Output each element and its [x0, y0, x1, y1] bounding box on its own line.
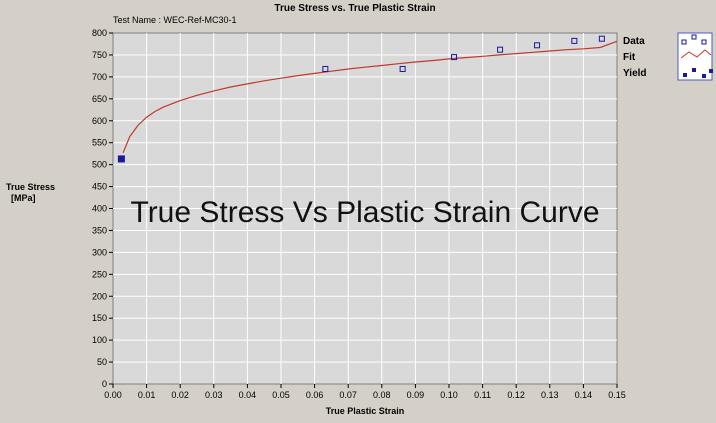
y-tick-label: 800	[92, 28, 107, 38]
legend-data-swatch	[681, 39, 687, 45]
x-tick-label: 0.14	[575, 390, 593, 400]
legend-data-swatch	[691, 34, 697, 40]
x-tick-label: 0.01	[138, 390, 156, 400]
x-axis-ticks: 0.00 0.01 0.02 0.03 0.04 0.05 0.06 0.07 0.08 0.09…	[104, 384, 626, 400]
data-point-marker	[571, 37, 578, 44]
series-layer	[117, 35, 618, 163]
legend-yield-swatch	[692, 68, 696, 72]
x-tick-label: 0.09	[407, 390, 425, 400]
x-tick-label: 0.07	[339, 390, 357, 400]
legend-yield-swatch	[709, 69, 713, 73]
legend-data-swatch	[701, 39, 707, 45]
y-tick-label: 50	[97, 357, 107, 367]
x-tick-label: 0.15	[608, 390, 626, 400]
y-tick-label: 700	[92, 72, 107, 82]
yield-point-marker	[117, 155, 125, 163]
y-axis-title-line-2: [MPa]	[11, 193, 36, 203]
y-axis-ticks: 0 50 100 150 200 250 300 350 400 450 500 550 600 650 7…	[92, 28, 113, 389]
x-axis-title: True Plastic Strain	[326, 406, 405, 416]
x-tick-label: 0.13	[541, 390, 559, 400]
x-tick-label: 0.05	[272, 390, 290, 400]
x-tick-label: 0.00	[104, 390, 122, 400]
y-tick-label: 150	[92, 313, 107, 323]
y-tick-label: 450	[92, 182, 107, 192]
y-tick-label: 400	[92, 204, 107, 214]
x-tick-label: 0.02	[171, 390, 189, 400]
legend-swatches	[680, 34, 713, 78]
x-tick-label: 0.06	[306, 390, 324, 400]
legend-yield-swatch	[683, 73, 687, 77]
x-tick-label: 0.12	[507, 390, 525, 400]
data-point-marker	[399, 65, 406, 72]
y-tick-label: 250	[92, 269, 107, 279]
x-tick-label: 0.08	[373, 390, 391, 400]
y-tick-label: 500	[92, 160, 107, 170]
y-tick-label: 550	[92, 138, 107, 148]
legend-label-yield: Yield	[623, 68, 647, 79]
overlay-caption: True Stress Vs Plastic Strain Curve	[130, 196, 599, 229]
data-point-marker	[598, 35, 605, 42]
legend-fit-swatch	[680, 49, 712, 59]
y-tick-label: 300	[92, 247, 107, 257]
data-point-marker	[534, 42, 541, 49]
data-point-marker	[451, 54, 458, 61]
x-tick-label: 0.10	[440, 390, 458, 400]
x-tick-label: 0.04	[239, 390, 257, 400]
legend-label-data: Data	[623, 36, 645, 47]
y-tick-label: 750	[92, 50, 107, 60]
test-name: Test Name : WEC-Ref-MC30-1	[113, 15, 237, 25]
y-axis-title-line-1: True Stress	[6, 182, 55, 192]
data-point-marker	[322, 65, 329, 72]
legend: Data Fit Yield	[623, 32, 713, 81]
y-tick-label: 0	[102, 379, 107, 389]
legend-yield-swatch	[702, 74, 706, 78]
x-tick-label: 0.03	[205, 390, 223, 400]
fit-curve-line	[122, 40, 618, 154]
y-tick-label: 350	[92, 225, 107, 235]
x-tick-label: 0.11	[474, 390, 491, 400]
y-tick-label: 650	[92, 94, 107, 104]
y-tick-label: 600	[92, 116, 107, 126]
y-tick-label: 200	[92, 291, 107, 301]
chart-title: True Stress vs. True Plastic Strain	[274, 3, 435, 14]
legend-label-fit: Fit	[623, 52, 636, 63]
data-point-marker	[497, 46, 504, 53]
y-tick-label: 100	[92, 335, 107, 345]
